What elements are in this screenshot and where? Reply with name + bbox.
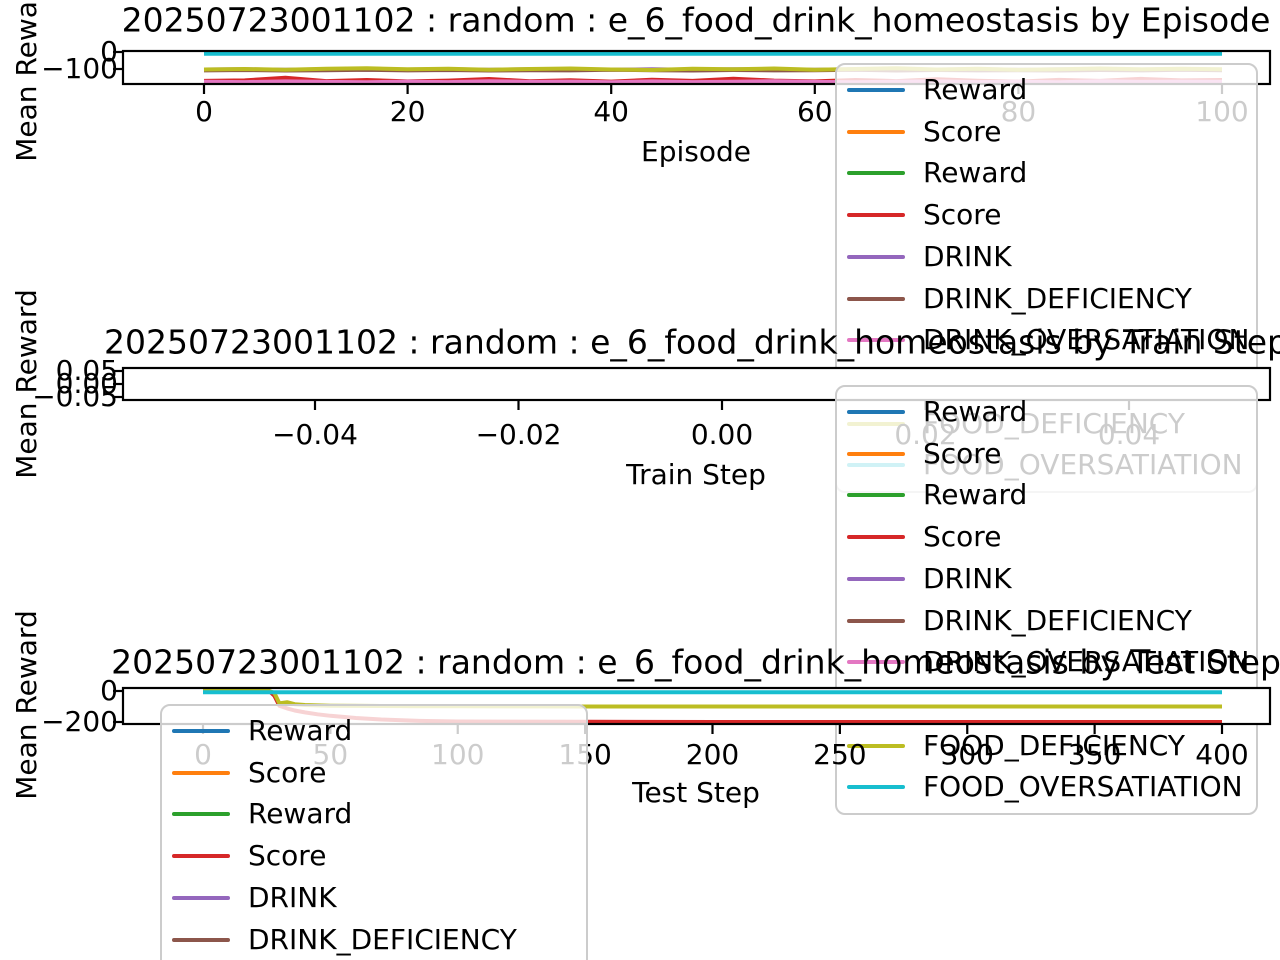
y-tick-label: 0 (100, 35, 118, 68)
legend-item-label: Reward (923, 478, 1028, 512)
x-tick-label: 250 (813, 738, 867, 771)
legend-item-label: Score (923, 436, 1002, 470)
legend-swatch (847, 296, 905, 301)
y-tick-label: −100 (41, 52, 118, 85)
legend-item-label: DRINK (923, 239, 1012, 273)
legend-item-label: Score (248, 755, 327, 789)
legend-swatch (172, 854, 230, 859)
legend-item-label: Reward (923, 395, 1028, 428)
legend-item-label: DRINK (248, 880, 337, 914)
x-tick-label: 350 (1067, 738, 1122, 771)
legend-swatch (847, 743, 905, 748)
plot-train-step-xlabel: Train Step (626, 458, 766, 491)
legend-item-label: DRINK_DEFICIENCY (923, 603, 1192, 637)
plot-episode-title: 20250723001102 : random : e_6_food_drink… (121, 0, 1271, 40)
legend-test-step: Reward Score Reward Score DRINK DRINK_DEFICIE… (160, 704, 588, 960)
plot-test-step-xlabel: Test Step (632, 776, 760, 809)
legend-item-label: Reward (248, 714, 353, 747)
y-tick-label: −0.05 (32, 380, 118, 413)
legend-item-label: Score (248, 839, 327, 873)
y-tick-label: 0.05 (55, 354, 118, 387)
x-tick-label: 200 (685, 738, 740, 771)
legend-item-label: DRINK_OVERSATIATION (923, 323, 1250, 357)
legend-swatch (847, 213, 905, 218)
legend-item-label: Score (923, 114, 1002, 148)
axes-spines (121, 49, 1272, 86)
legend-item-label: FOOD_OVERSATIATION (923, 770, 1243, 804)
legend-swatch (847, 576, 905, 581)
x-tick-label: 300 (940, 738, 994, 771)
x-tick-label: 60 (796, 95, 833, 128)
legend-item-label: Score (923, 520, 1002, 554)
legend-item-label: DRINK_DEFICIENCY (248, 922, 517, 956)
legend-swatch (847, 129, 905, 134)
x-tick-label: 0.00 (690, 418, 754, 451)
legend-item-label: Score (923, 198, 1002, 232)
x-tick-label: 40 (593, 95, 630, 128)
x-tick-label: 400 (1195, 738, 1249, 771)
legend-swatch (847, 451, 905, 456)
legend-item-label: FOOD_DEFICIENCY (923, 728, 1185, 762)
legend-swatch (847, 254, 905, 259)
legend-train-step: Reward Score Reward Score DRINK DRINK_DEFICIE… (835, 385, 1258, 815)
legend-swatch (847, 493, 905, 498)
legend-swatch (172, 812, 230, 817)
x-tick-label: 20 (389, 95, 426, 128)
legend-swatch (847, 88, 905, 92)
legend-item-label: Reward (248, 797, 353, 831)
x-tick-label: −0.04 (272, 418, 358, 451)
y-tick-label: 0.00 (55, 367, 118, 400)
legend-swatch (847, 618, 905, 623)
y-tick-label: 0 (100, 674, 118, 707)
y-tick-label: −200 (41, 705, 118, 738)
x-tick-label: −0.02 (475, 418, 562, 451)
legend-item-label: DRINK_OVERSATIATION (923, 645, 1250, 679)
legend-swatch (847, 171, 905, 176)
legend-swatch (172, 770, 230, 775)
plot-episode-xlabel: Episode (641, 135, 751, 168)
plot-test-step-title: 20250723001102 : random : e_6_food_drink… (111, 642, 1280, 682)
legend-swatch (172, 729, 230, 733)
legend-swatch (172, 937, 230, 942)
plot-train-step-title: 20250723001102 : random : e_6_food_drink… (104, 322, 1280, 362)
legend-item-label: Reward (923, 156, 1028, 190)
legend-swatch (847, 660, 905, 665)
legend-item-label: DRINK (923, 561, 1012, 595)
legend-item-label: DRINK_DEFICIENCY (923, 281, 1192, 315)
legend-swatch (847, 338, 905, 343)
legend-swatch (847, 535, 905, 540)
legend-item-label: Reward (923, 73, 1028, 106)
axes-spines (121, 686, 1272, 726)
legend-swatch (847, 410, 905, 414)
legend-swatch (172, 895, 230, 900)
legend-swatch (847, 785, 905, 790)
x-tick-label: 0 (195, 95, 213, 128)
plot-test-step-ylabel: Mean Reward (10, 610, 43, 800)
